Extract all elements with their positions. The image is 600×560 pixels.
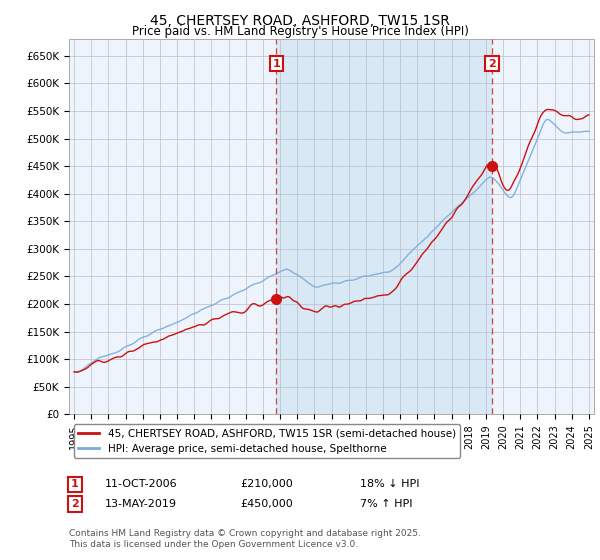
Text: £210,000: £210,000 [240, 479, 293, 489]
Legend: 45, CHERTSEY ROAD, ASHFORD, TW15 1SR (semi-detached house), HPI: Average price, : 45, CHERTSEY ROAD, ASHFORD, TW15 1SR (se… [74, 424, 460, 458]
Bar [276, 39, 492, 414]
Text: 13-MAY-2019: 13-MAY-2019 [105, 499, 177, 509]
Text: 1: 1 [272, 59, 280, 68]
Text: 18% ↓ HPI: 18% ↓ HPI [360, 479, 419, 489]
Text: Price paid vs. HM Land Registry's House Price Index (HPI): Price paid vs. HM Land Registry's House … [131, 25, 469, 38]
Text: Contains HM Land Registry data © Crown copyright and database right 2025.
This d: Contains HM Land Registry data © Crown c… [69, 529, 421, 549]
Text: 11-OCT-2006: 11-OCT-2006 [105, 479, 178, 489]
Text: 7% ↑ HPI: 7% ↑ HPI [360, 499, 413, 509]
Text: £450,000: £450,000 [240, 499, 293, 509]
Text: 2: 2 [488, 59, 496, 68]
Text: 45, CHERTSEY ROAD, ASHFORD, TW15 1SR: 45, CHERTSEY ROAD, ASHFORD, TW15 1SR [150, 14, 450, 28]
Text: 2: 2 [71, 499, 79, 509]
Text: 1: 1 [71, 479, 79, 489]
